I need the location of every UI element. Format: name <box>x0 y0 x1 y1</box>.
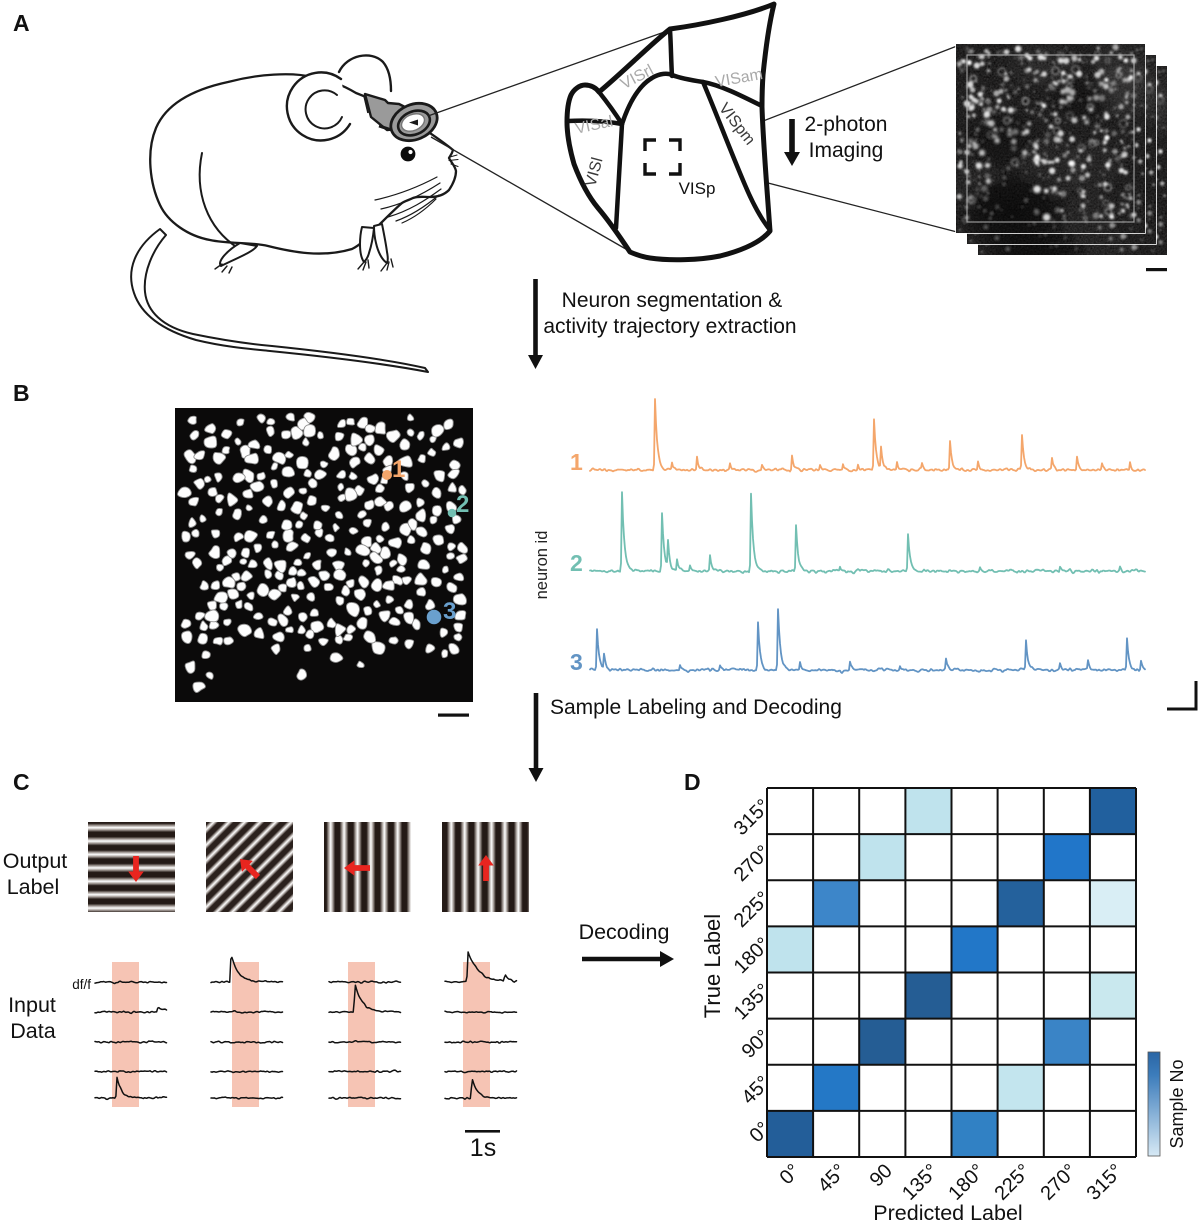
svg-text:Output: Output <box>3 849 68 873</box>
svg-text:1: 1 <box>392 456 405 483</box>
svg-text:neuron id: neuron id <box>533 531 551 600</box>
svg-text:C: C <box>13 769 30 795</box>
svg-text:Sample No: Sample No <box>1167 1059 1187 1148</box>
svg-text:Imaging: Imaging <box>809 139 884 162</box>
svg-text:3: 3 <box>443 598 456 625</box>
svg-text:2-photon: 2-photon <box>805 113 888 136</box>
svg-text:Decoding: Decoding <box>579 920 670 944</box>
svg-text:3: 3 <box>570 649 583 675</box>
svg-text:2: 2 <box>570 550 583 576</box>
svg-text:Input: Input <box>8 993 56 1017</box>
svg-text:1: 1 <box>570 449 583 475</box>
svg-text:2: 2 <box>456 491 469 518</box>
svg-text:True Label: True Label <box>700 914 725 1018</box>
svg-text:B: B <box>13 380 30 406</box>
svg-text:df/f: df/f <box>72 977 91 992</box>
svg-text:Predicted Label: Predicted Label <box>873 1201 1022 1224</box>
svg-text:D: D <box>684 769 701 795</box>
svg-text:Sample Labeling and Decoding: Sample Labeling and Decoding <box>550 696 842 719</box>
svg-text:A: A <box>13 10 30 36</box>
svg-text:Data: Data <box>10 1019 55 1043</box>
svg-text:1s: 1s <box>470 1134 496 1162</box>
svg-text:Neuron segmentation &: Neuron segmentation & <box>562 289 783 312</box>
svg-text:VISp: VISp <box>679 179 716 198</box>
svg-text:Label: Label <box>7 875 60 899</box>
svg-text:activity trajectory extraction: activity trajectory extraction <box>543 315 796 338</box>
